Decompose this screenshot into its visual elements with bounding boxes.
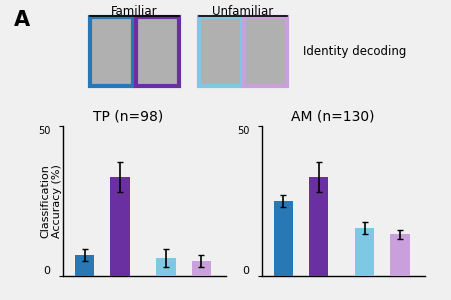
Bar <box>110 177 129 276</box>
Bar <box>390 234 409 276</box>
Text: Unfamiliar: Unfamiliar <box>212 5 273 18</box>
Bar <box>198 17 241 86</box>
Bar <box>156 258 175 276</box>
Text: 0: 0 <box>43 266 50 276</box>
Text: Identity decoding: Identity decoding <box>302 45 405 58</box>
Text: 50: 50 <box>236 126 249 136</box>
Bar <box>135 17 178 86</box>
Y-axis label: Classification
Accuracy (%): Classification Accuracy (%) <box>40 164 61 238</box>
Bar <box>308 177 328 276</box>
Bar <box>354 228 373 276</box>
Bar <box>244 17 286 86</box>
Bar <box>90 17 133 86</box>
Text: 0: 0 <box>242 266 249 276</box>
Text: TP (n=98): TP (n=98) <box>92 110 162 123</box>
Bar <box>273 201 292 276</box>
Bar <box>191 261 211 276</box>
Text: 50: 50 <box>38 126 50 136</box>
Text: Familiar: Familiar <box>111 5 157 18</box>
Text: A: A <box>14 10 30 30</box>
Text: AM (n=130): AM (n=130) <box>291 110 374 123</box>
Bar <box>74 255 94 276</box>
